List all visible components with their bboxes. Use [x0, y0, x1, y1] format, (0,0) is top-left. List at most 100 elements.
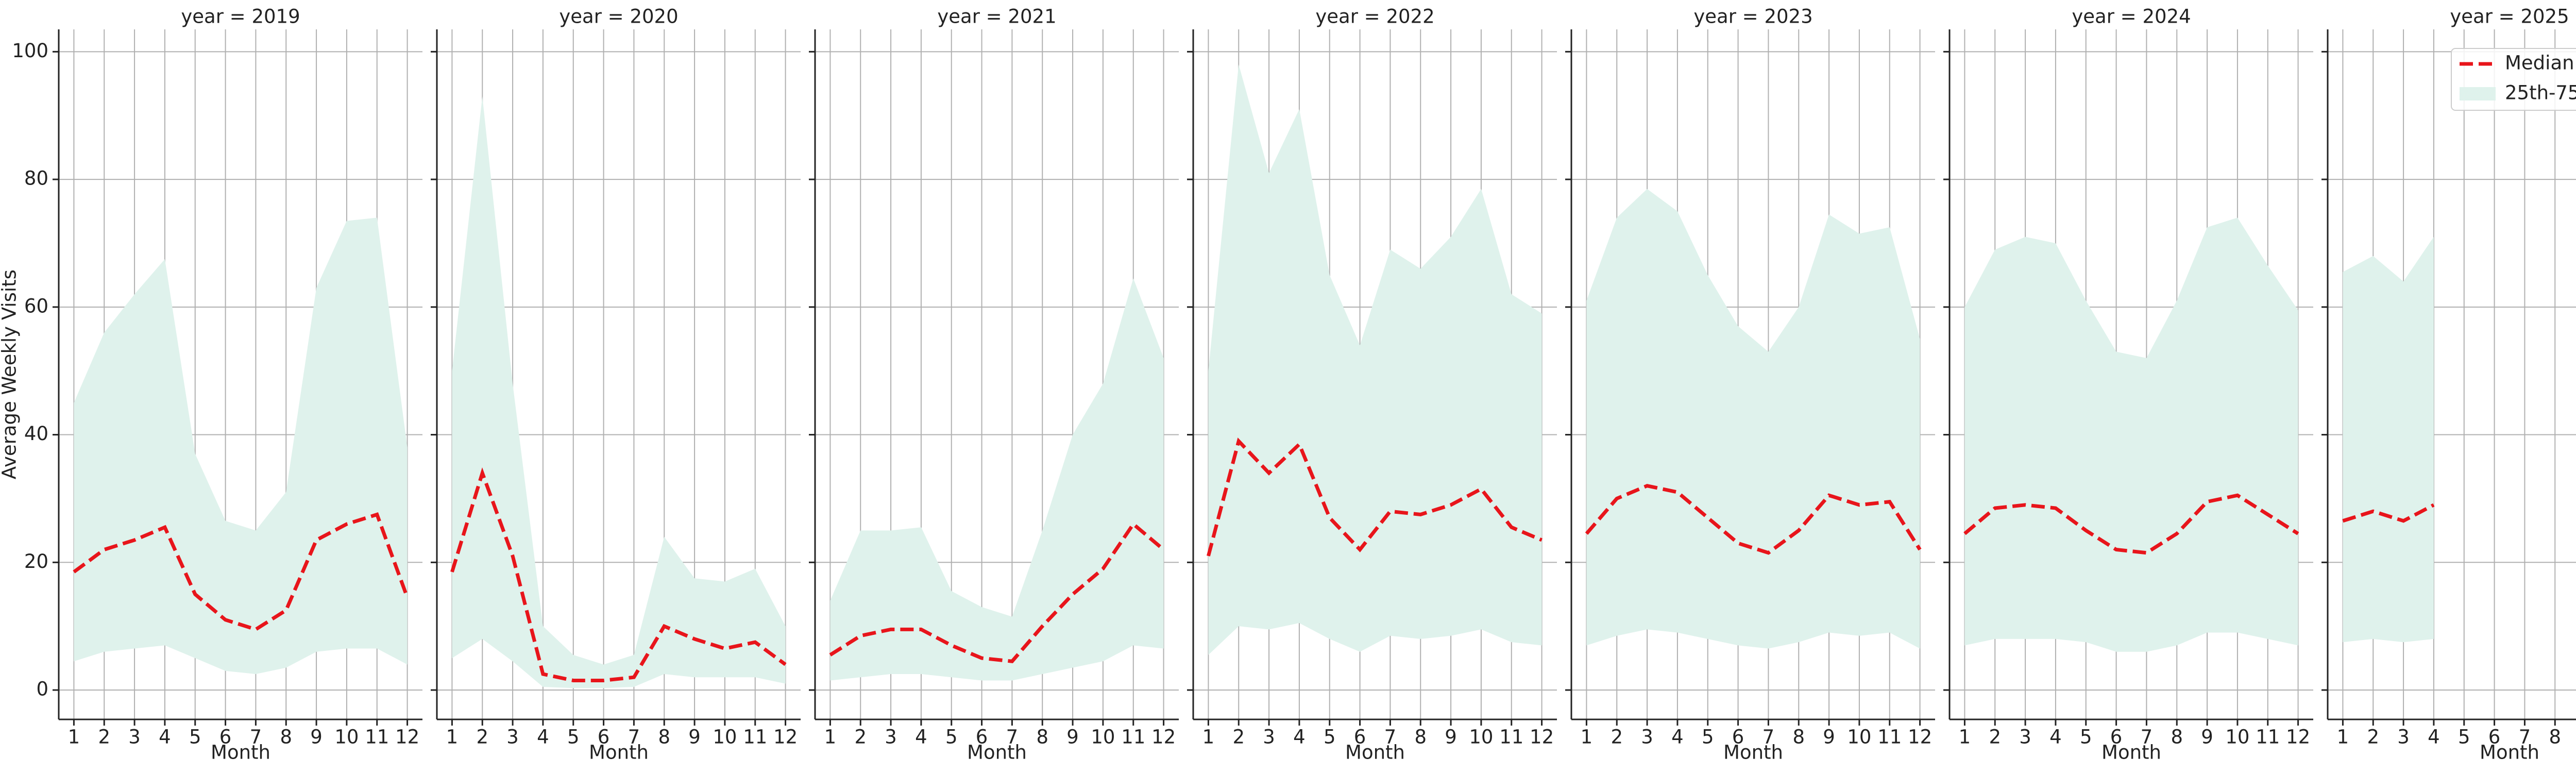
percentile-band [2343, 237, 2434, 643]
x-tick-label: 8 [1792, 726, 1805, 748]
x-tick-label: 4 [915, 726, 927, 748]
median-line [2342, 503, 2435, 523]
x-tick-label: 9 [310, 726, 323, 748]
percentile-band [1208, 64, 1542, 655]
y-tick-label: 60 [24, 295, 48, 317]
x-tick-label: 9 [1823, 726, 1835, 748]
panel-title: year = 2024 [2072, 6, 2191, 28]
x-tick-label: 11 [743, 726, 767, 748]
x-tick-label: 7 [250, 726, 262, 748]
x-tick-label: 7 [2141, 726, 2153, 748]
x-tick-label: 3 [2019, 726, 2031, 748]
x-tick-label: 12 [395, 726, 419, 748]
x-axis-label: Month [1345, 742, 1405, 764]
x-tick-label: 2 [2367, 726, 2379, 748]
x-tick-label: 2 [476, 726, 488, 748]
x-tick-label: 1 [824, 726, 837, 748]
median-line [450, 467, 787, 682]
x-tick-label: 11 [365, 726, 389, 748]
x-tick-label: 8 [658, 726, 670, 748]
x-tick-label: 7 [1006, 726, 1019, 748]
x-tick-label: 3 [1263, 726, 1275, 748]
x-tick-label: 10 [334, 726, 359, 748]
x-tick-label: 10 [1469, 726, 1493, 748]
x-tick-label: 1 [68, 726, 80, 748]
x-tick-label: 7 [628, 726, 640, 748]
x-tick-label: 6 [219, 726, 232, 748]
x-tick-label: 2 [98, 726, 110, 748]
x-tick-label: 4 [537, 726, 549, 748]
x-tick-label: 12 [1530, 726, 1554, 748]
x-tick-label: 1 [1959, 726, 1971, 748]
x-axis-label: Month [967, 742, 1027, 764]
median-line [829, 521, 1165, 663]
y-tick-label: 20 [24, 550, 48, 573]
x-tick-label: 5 [2080, 726, 2092, 748]
percentile-band [1586, 189, 1920, 649]
x-tick-label: 11 [2256, 726, 2280, 748]
x-tick-label: 8 [280, 726, 292, 748]
x-tick-label: 4 [2049, 726, 2062, 748]
x-tick-label: 4 [1293, 726, 1306, 748]
x-tick-label: 10 [1091, 726, 1115, 748]
x-tick-label: 6 [1354, 726, 1366, 748]
x-tick-label: 12 [1151, 726, 1176, 748]
legend-swatch [2460, 87, 2496, 100]
panel-title: year = 2019 [181, 6, 300, 28]
x-tick-label: 12 [2286, 726, 2310, 748]
y-tick-label: 40 [24, 423, 48, 445]
x-tick-label: 1 [1202, 726, 1215, 748]
panel-title: year = 2022 [1315, 6, 1434, 28]
x-tick-label: 5 [189, 726, 201, 748]
x-tick-label: 12 [773, 726, 798, 748]
x-axis-label: Month [1723, 742, 1783, 764]
x-axis-label: Month [589, 742, 649, 764]
x-tick-label: 5 [1702, 726, 1714, 748]
x-tick-label: 4 [2428, 726, 2440, 748]
y-tick-label: 100 [12, 40, 48, 62]
percentile-band [830, 278, 1164, 681]
x-tick-label: 8 [1414, 726, 1427, 748]
y-tick-label: 0 [36, 678, 48, 700]
x-tick-label: 3 [885, 726, 897, 748]
x-tick-label: 6 [976, 726, 988, 748]
x-tick-label: 6 [2110, 726, 2123, 748]
x-tick-label: 2 [1232, 726, 1245, 748]
x-tick-label: 2 [854, 726, 867, 748]
x-tick-label: 3 [506, 726, 519, 748]
x-tick-label: 7 [1384, 726, 1397, 748]
x-tick-label: 7 [2519, 726, 2531, 748]
x-tick-label: 5 [2458, 726, 2470, 748]
x-tick-label: 9 [1445, 726, 1457, 748]
x-tick-label: 12 [1908, 726, 1932, 748]
panel-title: year = 2021 [937, 6, 1056, 28]
x-tick-label: 6 [598, 726, 610, 748]
x-axis-label: Month [211, 742, 270, 764]
panel-title: year = 2023 [1693, 6, 1812, 28]
x-tick-label: 2 [1989, 726, 2001, 748]
x-axis-label: Month [2102, 742, 2161, 764]
percentile-band [74, 217, 408, 675]
y-tick-label: 80 [24, 167, 48, 190]
x-tick-label: 9 [2201, 726, 2213, 748]
percentile-band [452, 96, 786, 688]
panel-title: year = 2025 [2450, 6, 2569, 28]
legend-label: 25th-75th Percentile [2505, 82, 2576, 104]
x-tick-label: 1 [446, 726, 459, 748]
x-tick-label: 5 [567, 726, 580, 748]
panel-title: year = 2020 [559, 6, 678, 28]
x-tick-label: 4 [159, 726, 171, 748]
y-axis-label: Average Weekly Visits [0, 270, 21, 479]
x-tick-label: 9 [1066, 726, 1079, 748]
median-line [1963, 493, 2299, 555]
x-tick-label: 11 [1499, 726, 1523, 748]
x-tick-label: 1 [2337, 726, 2349, 748]
x-tick-label: 5 [1324, 726, 1336, 748]
median-line [73, 512, 409, 632]
x-tick-label: 6 [2488, 726, 2501, 748]
x-tick-label: 11 [1877, 726, 1902, 748]
legend: Median 25th-75th Percentile [2451, 48, 2576, 111]
x-tick-label: 11 [1121, 726, 1145, 748]
x-tick-label: 5 [945, 726, 958, 748]
